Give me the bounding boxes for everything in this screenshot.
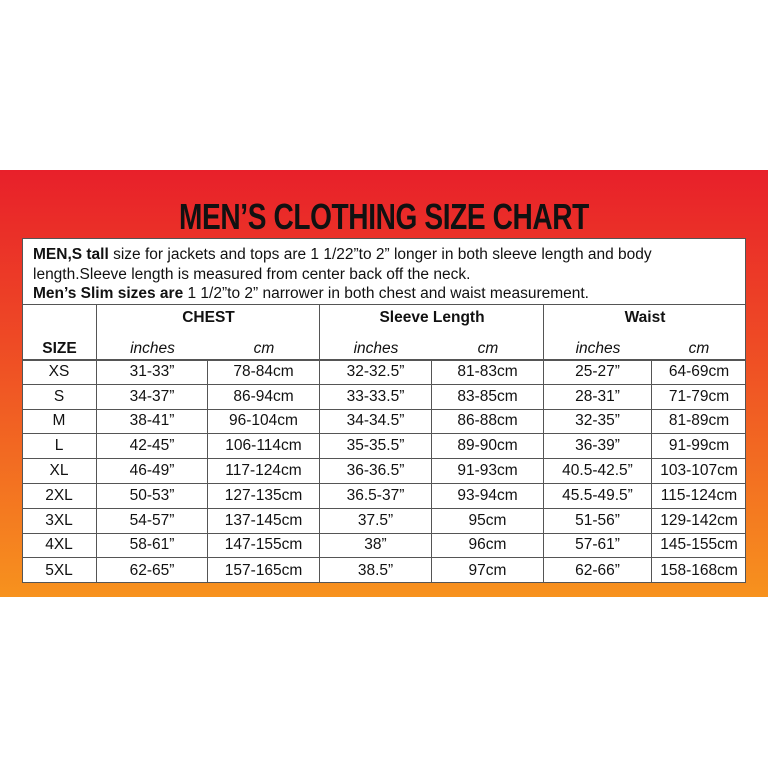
table-cell: 37.5” [320,508,432,534]
table-cell: 78-84cm [208,360,320,385]
table-cell: S [22,384,97,410]
table-cell: 2XL [22,484,97,509]
table-cell: 31-33” [97,360,208,385]
table-cell: M [22,409,97,435]
table-cell: 89-90cm [432,434,544,460]
table-cell: 81-89cm [652,410,746,435]
table-cell: 34-37” [97,384,208,410]
table-cell: 50-53” [97,484,208,509]
table-cell: 54-57” [97,508,208,534]
table-cell: 32-32.5” [320,360,432,385]
table-cell: 71-79cm [652,385,746,410]
table-cell: 157-165cm [208,558,320,584]
table-cell: 81-83cm [432,360,544,385]
unit-header: cm [477,340,499,357]
table-cell: 35-35.5” [320,434,432,460]
table-cell: 46-49” [97,459,208,484]
table-cell: 36.5-37” [320,484,432,509]
table-cell: 86-94cm [208,384,320,410]
table-cell: 115-124cm [652,484,746,509]
table-cell: 62-66” [544,558,652,584]
table-cell: 93-94cm [432,484,544,509]
size-header-cell [22,305,97,360]
title: MEN’S CLOTHING SIZE CHART [179,196,589,237]
table-cell: 127-135cm [208,484,320,509]
unit-header: cm [688,340,710,357]
table-cell: 38-41” [97,409,208,435]
table-cell: 32-35” [544,409,652,435]
table-cell: 96cm [432,533,544,559]
table-cell: 3XL [22,508,97,534]
table-cell: XS [22,360,97,385]
table-cell: 33-33.5” [320,384,432,410]
table-cell: 51-56” [544,508,652,534]
group-header: Waist [624,309,666,326]
table-cell: L [22,434,97,460]
table-cell: 42-45” [97,434,208,460]
note-bold: MEN,S tall [33,246,109,263]
table-cell: 137-145cm [208,508,320,534]
group-header: CHEST [182,309,235,326]
note: MEN,S tall size for jackets and tops are… [33,245,733,284]
table-cell: 103-107cm [652,459,746,484]
note-text: size for jackets and tops are 1 1/22”to … [33,246,652,283]
table-cell: 38.5” [320,558,432,584]
table-cell: 91-99cm [652,434,746,460]
table-cell: 117-124cm [208,459,320,484]
table-cell: 145-155cm [652,534,746,559]
group-header-cell [97,305,320,360]
table-cell: 36-39” [544,434,652,460]
table-cell: 38” [320,533,432,559]
table-cell: 4XL [22,533,97,559]
table-cell: 95cm [432,508,544,534]
table-cell: 91-93cm [432,459,544,484]
table-cell: 83-85cm [432,384,544,410]
table-cell: 158-168cm [660,561,738,579]
table-cell: 40.5-42.5” [544,459,652,484]
group-header-cell [320,305,544,360]
table-cell: 86-88cm [432,409,544,435]
table-cell: 5XL [22,558,97,584]
note-text: 1 1/2”to 2” narrower in both chest and w… [183,285,590,302]
group-header: Sleeve Length [379,309,485,326]
unit-header: inches [353,340,399,357]
size-header: SIZE [42,340,77,357]
note-bold: Men’s Slim sizes are [33,285,184,302]
note: Men’s Slim sizes are 1 1/2”to 2” narrowe… [33,284,733,304]
table-cell: 45.5-49.5” [544,484,652,509]
chart-box [22,238,746,583]
table-cell: 64-69cm [652,360,746,385]
table-cell: 97cm [432,558,544,584]
table-cell: 129-142cm [652,509,746,534]
group-header-cell [544,305,746,360]
table-cell: 96-104cm [208,409,320,435]
table-cell: 106-114cm [208,434,320,460]
table-cell: 58-61” [97,533,208,559]
header-line [22,304,746,305]
unit-header: cm [253,340,275,357]
table-cell: 28-31” [544,384,652,410]
table-cell: 34-34.5” [320,409,432,435]
table-cell: 62-65” [97,558,208,584]
table-cell: 57-61” [544,533,652,559]
unit-header: inches [575,340,621,357]
table-cell: 36-36.5” [320,459,432,484]
table-cell: XL [22,459,97,484]
unit-header: inches [130,340,175,357]
table-cell: 25-27” [544,360,652,385]
table-cell: 147-155cm [208,533,320,559]
